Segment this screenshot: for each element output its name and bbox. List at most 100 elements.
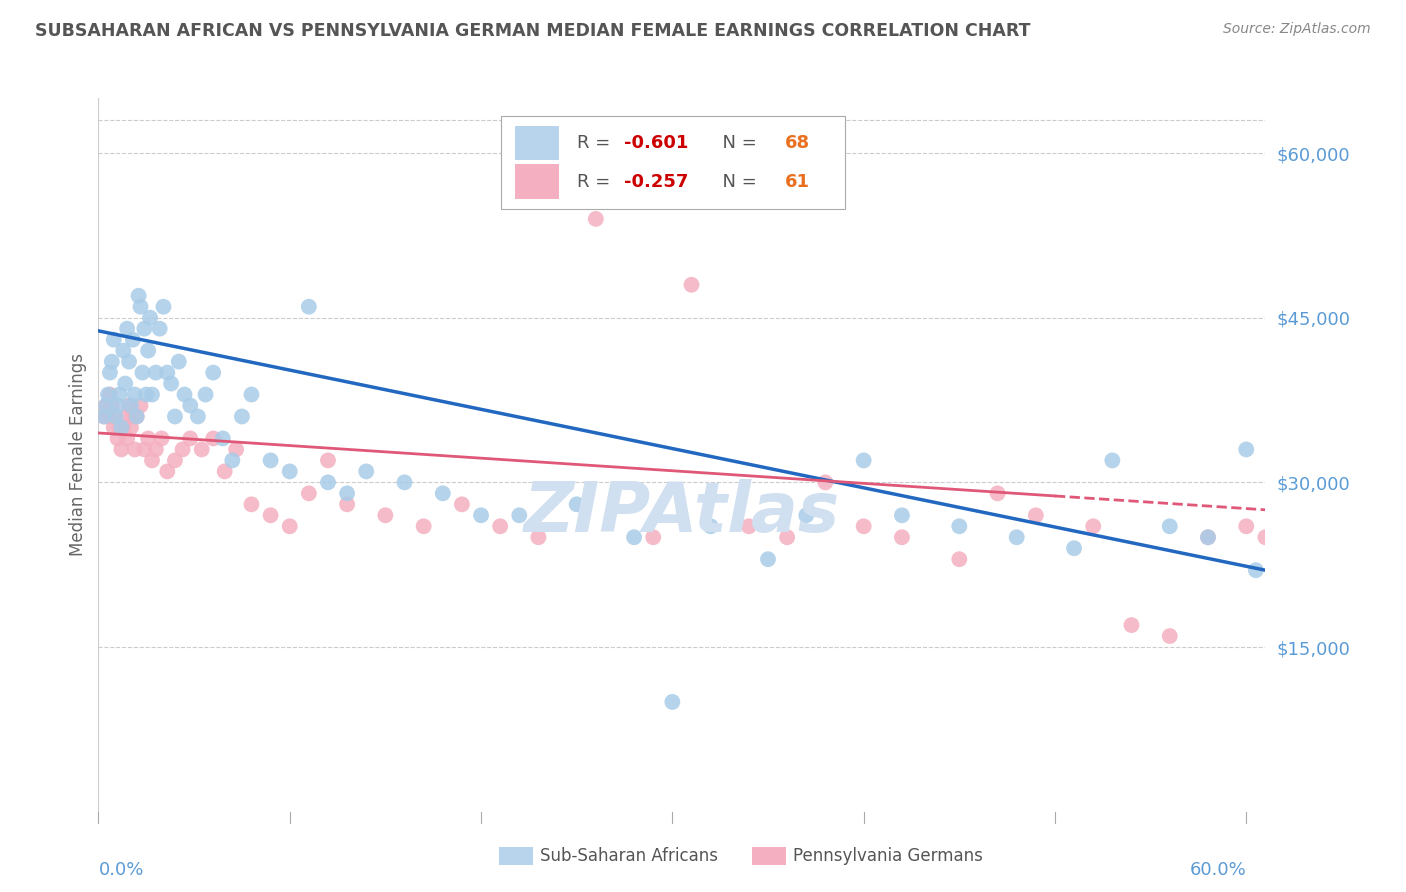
Point — [103, 333, 125, 347]
Text: 0.0%: 0.0% — [98, 861, 143, 880]
Point — [112, 420, 135, 434]
Point — [187, 409, 209, 424]
Point — [150, 432, 173, 446]
Point — [128, 289, 150, 303]
Point — [259, 453, 281, 467]
Point — [118, 399, 141, 413]
Point — [156, 366, 179, 380]
Text: Pennsylvania Germans: Pennsylvania Germans — [793, 847, 983, 865]
Point — [1234, 442, 1257, 457]
Point — [134, 321, 156, 335]
Point — [451, 497, 474, 511]
Point — [432, 486, 454, 500]
Point — [163, 409, 186, 424]
Point — [852, 519, 875, 533]
Text: 68: 68 — [785, 134, 810, 152]
Point — [104, 409, 127, 424]
Point — [336, 486, 359, 500]
Point — [120, 420, 142, 434]
Point — [115, 321, 138, 335]
Point — [948, 519, 970, 533]
Point — [794, 508, 817, 523]
Point — [97, 387, 120, 401]
Point — [1197, 530, 1219, 544]
Point — [93, 409, 115, 424]
Point — [101, 354, 124, 368]
Point — [354, 464, 377, 478]
Point — [118, 354, 141, 368]
Point — [1244, 563, 1267, 577]
Point — [125, 409, 148, 424]
Point — [134, 442, 156, 457]
Point — [225, 442, 247, 457]
Text: R =: R = — [576, 173, 616, 191]
Point — [890, 530, 912, 544]
Point — [194, 387, 217, 401]
Point — [112, 343, 135, 358]
Point — [231, 409, 253, 424]
Point — [129, 399, 152, 413]
Point — [104, 409, 127, 424]
Point — [221, 453, 243, 467]
Point — [125, 409, 148, 424]
Point — [1083, 519, 1105, 533]
Point — [156, 464, 179, 478]
Point — [139, 310, 162, 325]
Point — [110, 420, 132, 434]
Point — [1254, 530, 1277, 544]
Point — [643, 530, 665, 544]
Point — [202, 366, 225, 380]
Point — [240, 387, 263, 401]
Point — [1101, 453, 1123, 467]
Point — [115, 432, 138, 446]
Point — [527, 530, 550, 544]
Point — [585, 211, 607, 226]
Point — [814, 475, 837, 490]
Point — [173, 387, 195, 401]
Point — [163, 453, 186, 467]
Point — [1264, 541, 1286, 556]
Y-axis label: Median Female Earnings: Median Female Earnings — [69, 353, 87, 557]
Point — [756, 552, 779, 566]
Point — [120, 399, 142, 413]
Point — [94, 399, 117, 413]
Point — [129, 300, 152, 314]
Point — [190, 442, 212, 457]
Text: Source: ZipAtlas.com: Source: ZipAtlas.com — [1223, 22, 1371, 37]
Point — [374, 508, 396, 523]
Point — [145, 442, 167, 457]
Point — [699, 519, 721, 533]
Point — [738, 519, 761, 533]
Point — [1234, 519, 1257, 533]
Point — [152, 300, 174, 314]
Point — [135, 387, 157, 401]
Point — [121, 409, 143, 424]
Text: 61: 61 — [785, 173, 810, 191]
Text: N =: N = — [711, 173, 762, 191]
Point — [94, 399, 117, 413]
Point — [108, 420, 131, 434]
Point — [179, 432, 201, 446]
FancyBboxPatch shape — [501, 116, 845, 209]
Point — [336, 497, 359, 511]
Point — [110, 442, 132, 457]
Point — [1063, 541, 1085, 556]
Point — [394, 475, 416, 490]
Point — [1005, 530, 1028, 544]
Point — [259, 508, 281, 523]
Point — [278, 519, 301, 533]
Point — [1025, 508, 1047, 523]
Point — [278, 464, 301, 478]
Point — [103, 420, 125, 434]
Text: 60.0%: 60.0% — [1189, 861, 1246, 880]
Point — [114, 376, 136, 391]
Point — [298, 486, 321, 500]
Text: -0.601: -0.601 — [623, 134, 688, 152]
Point — [121, 333, 143, 347]
Text: R =: R = — [576, 134, 616, 152]
Point — [145, 366, 167, 380]
Point — [661, 695, 683, 709]
Point — [136, 432, 159, 446]
Point — [1159, 629, 1181, 643]
Point — [97, 409, 120, 424]
